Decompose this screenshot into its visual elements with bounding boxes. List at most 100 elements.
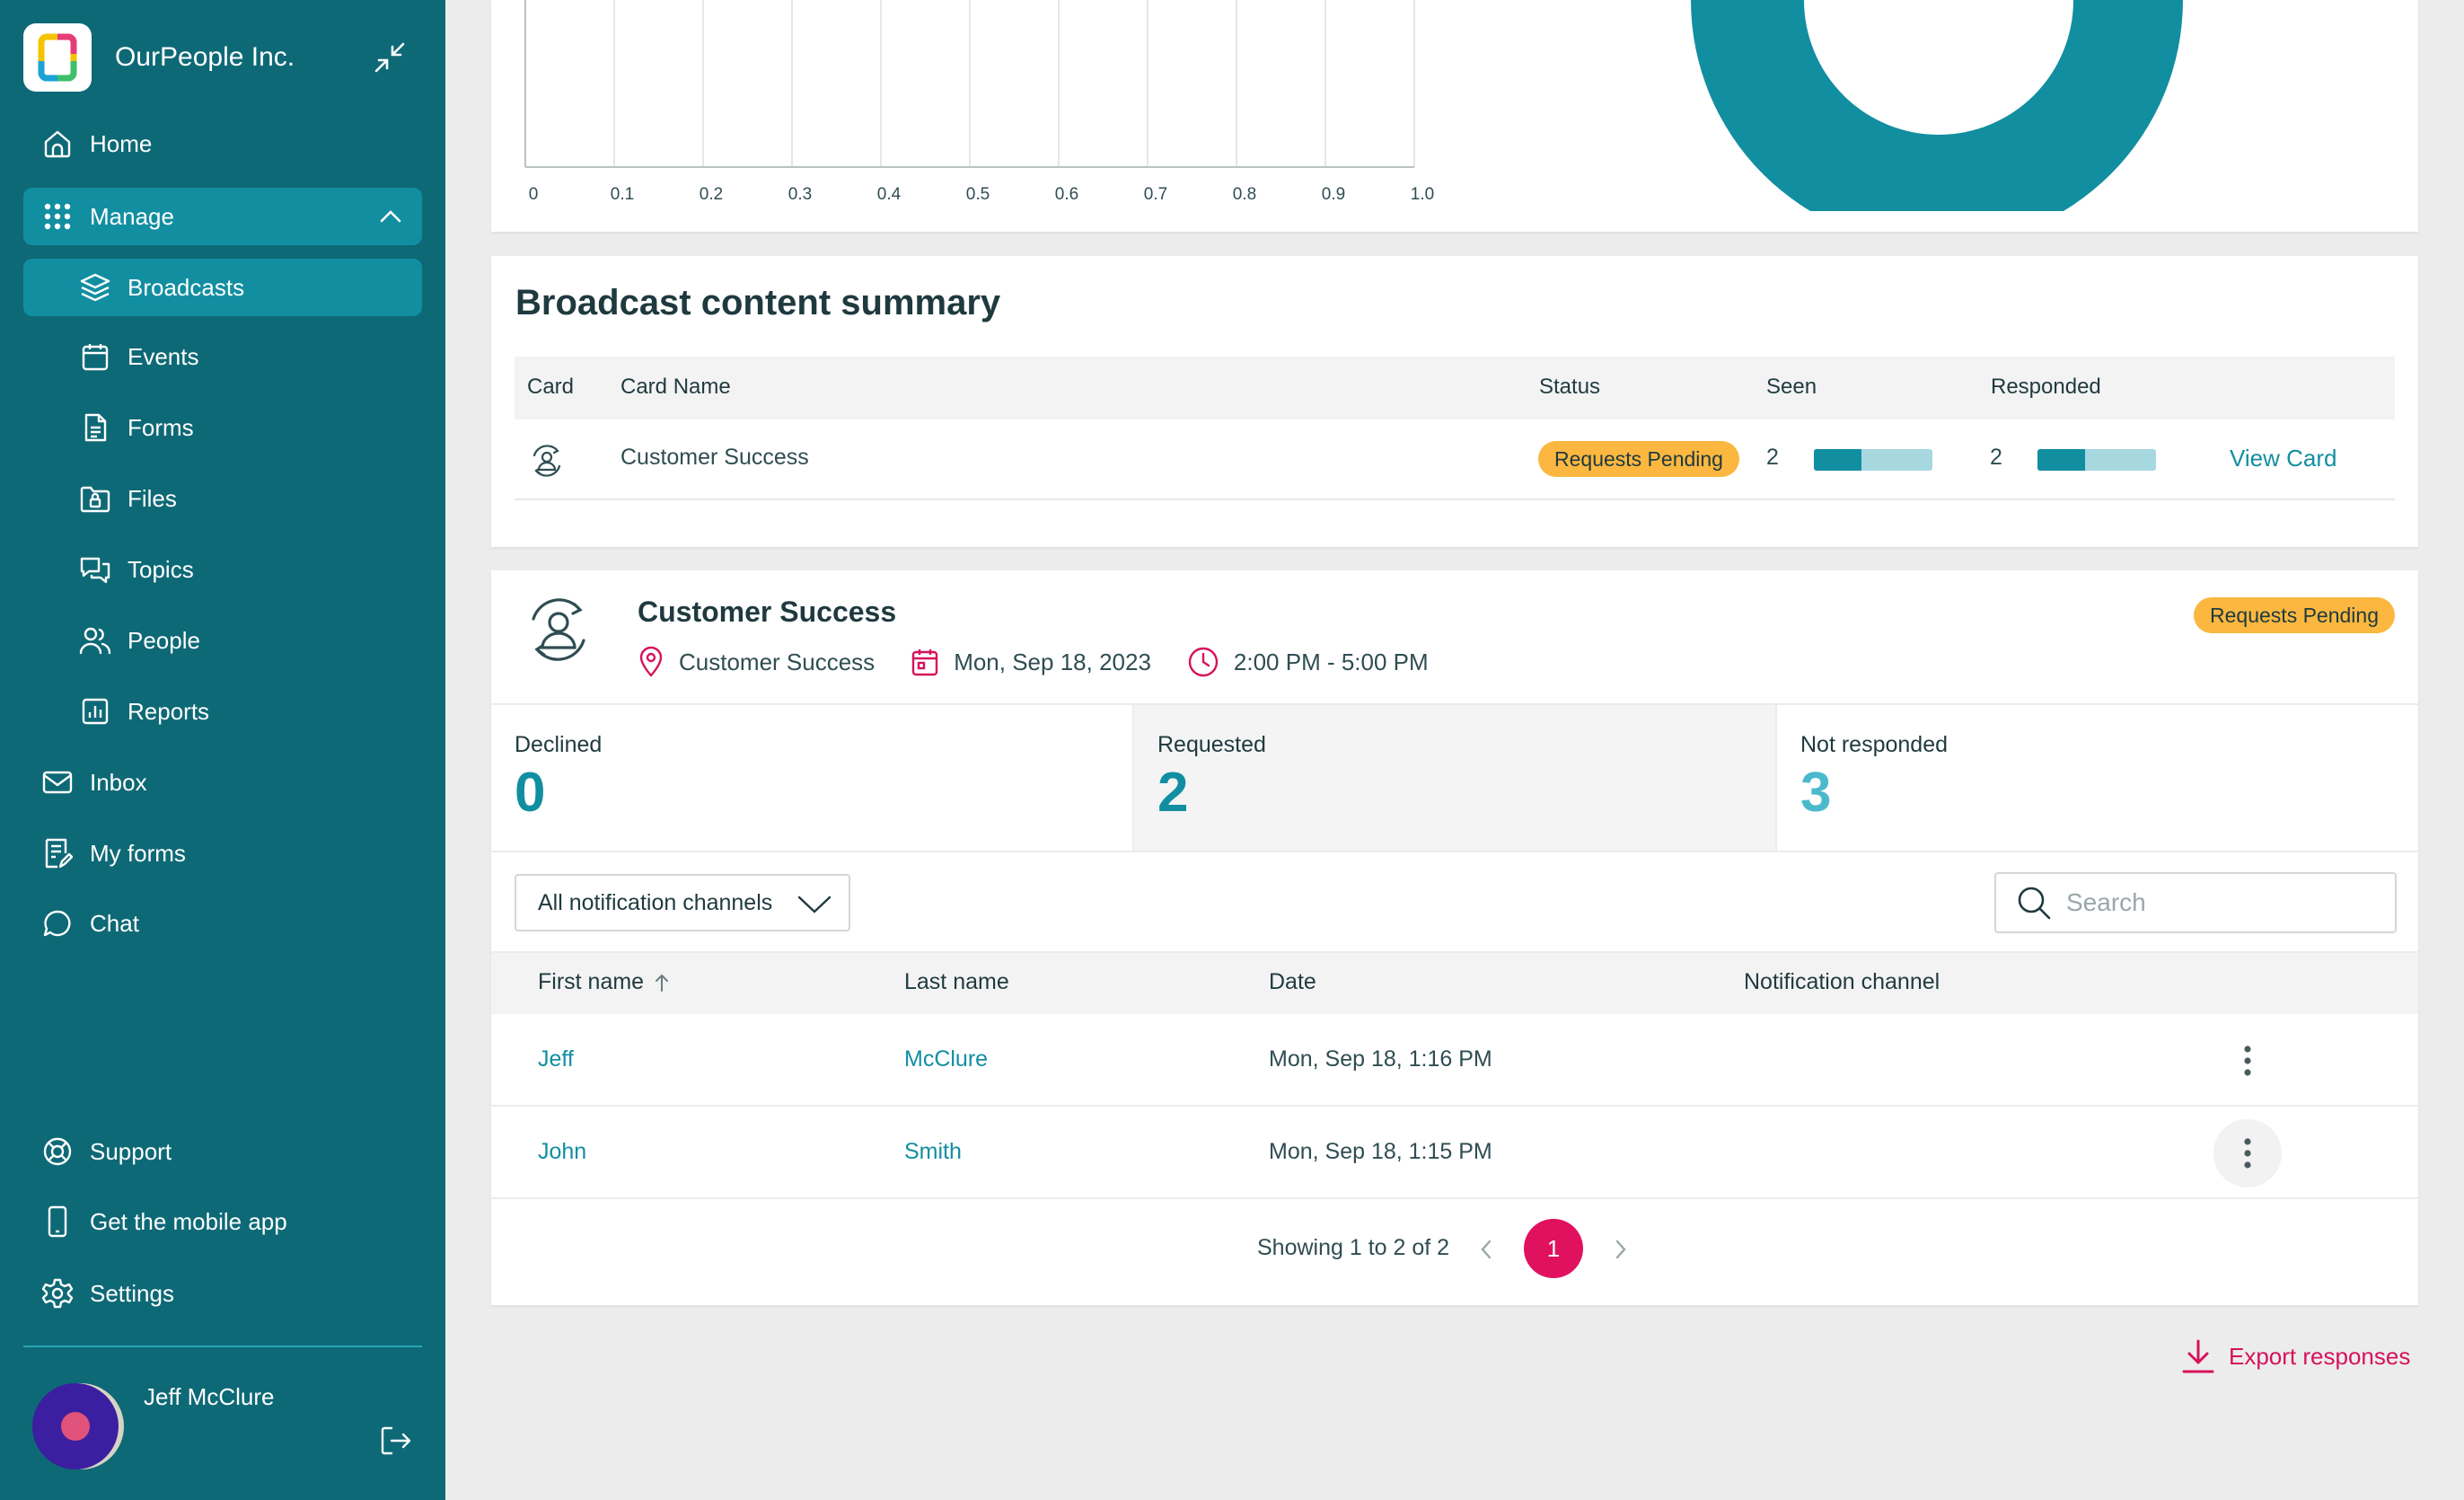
layers-icon bbox=[77, 269, 113, 305]
sidebar-item-label: Files bbox=[128, 484, 177, 512]
col-card: Card bbox=[527, 375, 575, 399]
x-tick-label: 0.4 bbox=[876, 185, 902, 204]
sidebar-item-people[interactable]: People bbox=[23, 612, 422, 669]
sidebar-item-support[interactable]: Support bbox=[23, 1123, 422, 1180]
lifebuoy-icon bbox=[40, 1134, 75, 1169]
sidebar-item-home[interactable]: Home bbox=[23, 115, 422, 172]
table-row: Jeff McClure Mon, Sep 18, 1:16 PM bbox=[491, 1014, 2418, 1107]
pagination: Showing 1 to 2 of 2 1 bbox=[491, 1219, 2418, 1278]
notification-channel-dropdown[interactable]: All notification channels bbox=[515, 874, 850, 931]
col-last-name[interactable]: Last name bbox=[904, 969, 1009, 994]
donut-chart bbox=[1691, 0, 2183, 211]
calendar-icon bbox=[911, 647, 939, 677]
grid-icon bbox=[40, 199, 75, 234]
table-row: Customer Success Requests Pending 2 2 Vi… bbox=[515, 419, 2395, 500]
stat-not-responded[interactable]: Not responded 3 bbox=[1777, 705, 2418, 851]
chevron-right-icon[interactable] bbox=[1614, 1239, 1628, 1260]
sort-ascending-icon bbox=[653, 972, 671, 993]
chevron-left-icon[interactable] bbox=[1479, 1239, 1493, 1260]
event-time: 2:00 PM - 5:00 PM bbox=[1233, 648, 1429, 675]
x-tick-label: 0.5 bbox=[965, 185, 990, 204]
clock-icon bbox=[1187, 646, 1219, 678]
ourpeople-logo[interactable] bbox=[23, 23, 92, 92]
responded-progress-fill bbox=[2037, 449, 2085, 471]
sidebar-item-label: Broadcasts bbox=[128, 273, 245, 301]
sidebar-item-events[interactable]: Events bbox=[23, 328, 422, 385]
sidebar-item-label: Events bbox=[128, 342, 199, 370]
sidebar-item-chat[interactable]: Chat bbox=[23, 895, 422, 952]
export-responses-button[interactable]: Export responses bbox=[2180, 1335, 2410, 1378]
sidebar-item-broadcasts[interactable]: Broadcasts bbox=[23, 259, 422, 316]
responses-table-header: First name Last name Date Notification c… bbox=[491, 951, 2418, 1014]
broadcast-summary-card: Broadcast content summary Card Card Name… bbox=[491, 256, 2418, 547]
row-menu-button[interactable] bbox=[2213, 1027, 2282, 1095]
export-label: Export responses bbox=[2229, 1342, 2411, 1370]
chart-card: 0 0.1 0.2 0.3 0.4 0.5 0.6 0.7 0.8 0.9 1.0 bbox=[491, 0, 2418, 232]
sidebar-item-label: Get the mobile app bbox=[90, 1207, 287, 1235]
x-tick-label: 0 bbox=[528, 185, 539, 204]
calendar-icon bbox=[77, 339, 113, 375]
sidebar-item-files[interactable]: Files bbox=[23, 470, 422, 527]
download-icon bbox=[2180, 1337, 2216, 1375]
col-date[interactable]: Date bbox=[1269, 969, 1316, 994]
responded-count: 2 bbox=[1990, 445, 2002, 470]
sidebar-item-label: Forms bbox=[128, 413, 194, 441]
response-date: Mon, Sep 18, 1:15 PM bbox=[1269, 1139, 1492, 1164]
sidebar-item-label: Chat bbox=[90, 909, 139, 937]
col-notification-channel[interactable]: Notification channel bbox=[1744, 969, 1940, 994]
status-badge: Requests Pending bbox=[1538, 441, 1739, 477]
document-icon bbox=[77, 410, 113, 446]
sidebar-item-manage[interactable]: Manage bbox=[23, 188, 422, 245]
first-name-link[interactable]: Jeff bbox=[538, 1046, 574, 1072]
last-name-link[interactable]: McClure bbox=[904, 1046, 989, 1072]
col-first-name[interactable]: First name bbox=[538, 969, 671, 995]
sidebar-item-reports[interactable]: Reports bbox=[23, 683, 422, 740]
page-button-current[interactable]: 1 bbox=[1524, 1219, 1583, 1278]
sidebar-item-forms[interactable]: Forms bbox=[23, 399, 422, 456]
stat-declined[interactable]: Declined 0 bbox=[491, 705, 1134, 851]
sidebar-item-label: Support bbox=[90, 1137, 172, 1165]
sidebar-item-label: My forms bbox=[90, 839, 186, 867]
sidebar-item-my-forms[interactable]: My forms bbox=[23, 825, 422, 882]
envelope-icon bbox=[40, 764, 75, 800]
section-title: Broadcast content summary bbox=[515, 283, 1001, 322]
search-input[interactable] bbox=[2066, 888, 2389, 917]
stat-requested[interactable]: Requested 2 bbox=[1134, 705, 1777, 851]
x-tick-label: 1.0 bbox=[1410, 185, 1435, 204]
sidebar-item-inbox[interactable]: Inbox bbox=[23, 754, 422, 811]
col-responded: Responded bbox=[1991, 375, 2101, 399]
responded-progress-bar bbox=[2037, 449, 2156, 471]
chevron-up-icon[interactable] bbox=[379, 206, 402, 227]
x-tick-label: 0.8 bbox=[1232, 185, 1257, 204]
phone-icon bbox=[40, 1204, 75, 1240]
broadcast-event-icon bbox=[523, 594, 594, 666]
x-tick-label: 0.1 bbox=[610, 185, 635, 204]
stat-label: Not responded bbox=[1800, 732, 1949, 757]
view-card-link[interactable]: View Card bbox=[2230, 445, 2337, 472]
dropdown-value: All notification channels bbox=[538, 889, 773, 915]
first-name-link[interactable]: John bbox=[538, 1139, 587, 1164]
row-menu-button[interactable] bbox=[2213, 1119, 2282, 1187]
x-tick-label: 0.9 bbox=[1321, 185, 1346, 204]
sidebar: OurPeople Inc. Home Manage Broadcasts bbox=[0, 0, 445, 1500]
col-first-name-label: First name bbox=[538, 969, 645, 994]
stat-value: 3 bbox=[1800, 762, 1832, 824]
chevron-down-icon bbox=[796, 894, 832, 915]
event-title: Customer Success bbox=[638, 596, 897, 628]
sidebar-item-mobile-app[interactable]: Get the mobile app bbox=[23, 1193, 422, 1250]
x-tick-label: 0.2 bbox=[699, 185, 724, 204]
avatar[interactable] bbox=[32, 1383, 119, 1469]
people-icon bbox=[77, 622, 113, 658]
sidebar-item-label: Inbox bbox=[90, 768, 147, 796]
user-name: Jeff McClure bbox=[144, 1383, 275, 1410]
logout-icon[interactable] bbox=[379, 1425, 413, 1457]
sidebar-item-topics[interactable]: Topics bbox=[23, 541, 422, 598]
col-card-name: Card Name bbox=[620, 375, 731, 399]
search-box[interactable] bbox=[1994, 872, 2397, 933]
last-name-link[interactable]: Smith bbox=[904, 1139, 962, 1164]
sidebar-item-settings[interactable]: Settings bbox=[23, 1265, 422, 1322]
x-tick-label: 0.7 bbox=[1143, 185, 1168, 204]
collapse-sidebar-icon[interactable] bbox=[374, 41, 406, 74]
summary-table-header: Card Card Name Status Seen Responded bbox=[515, 357, 2395, 419]
brand: OurPeople Inc. bbox=[23, 23, 418, 92]
